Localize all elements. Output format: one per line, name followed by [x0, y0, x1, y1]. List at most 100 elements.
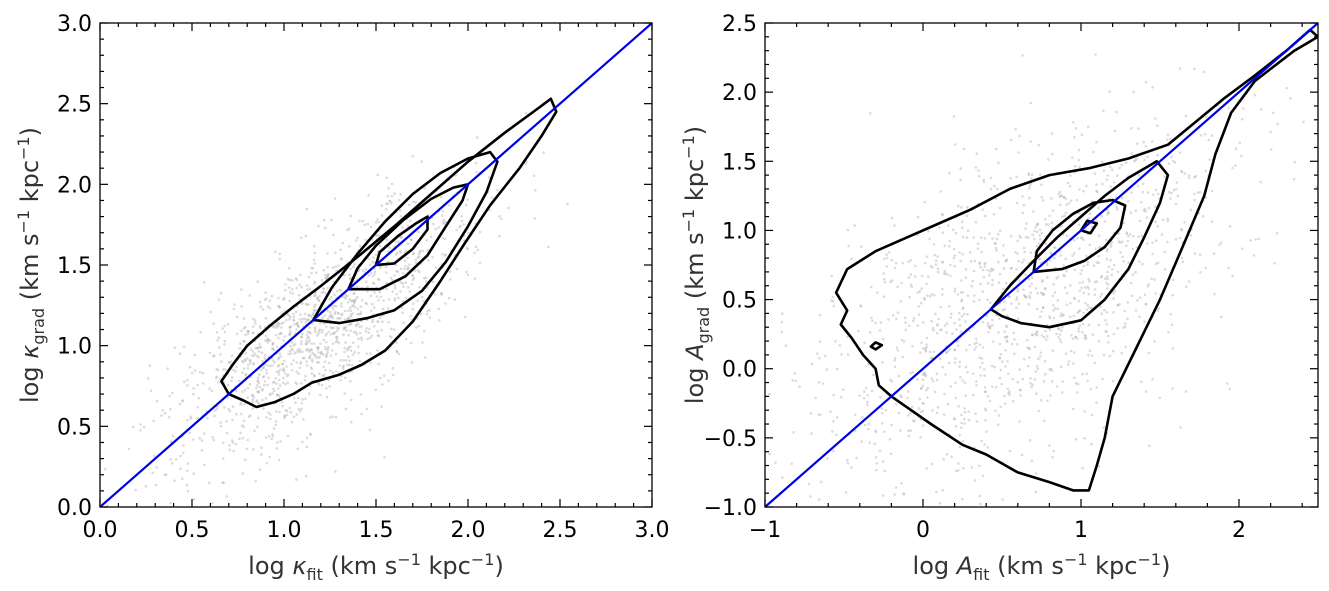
scatter-point: [359, 310, 363, 314]
scatter-point: [883, 278, 886, 281]
scatter-point: [393, 284, 397, 287]
scatter-point: [276, 393, 279, 397]
scatter-point: [945, 351, 948, 355]
scatter-point: [244, 333, 247, 337]
scatter-point: [1289, 97, 1292, 100]
scatter-point: [925, 282, 928, 286]
scatter-point: [347, 300, 350, 304]
scatter-point: [264, 339, 267, 342]
scatter-point: [351, 299, 354, 303]
scatter-point: [394, 240, 398, 244]
scatter-point: [270, 347, 274, 350]
scatter-point: [294, 351, 298, 354]
scatter-point: [832, 304, 835, 308]
scatter-point: [221, 441, 225, 445]
scatter-point: [300, 335, 304, 339]
scatter-point: [286, 434, 290, 438]
scatter-point: [1095, 189, 1098, 192]
scatter-point: [328, 314, 332, 318]
scatter-point: [268, 455, 272, 459]
scatter-point: [271, 433, 274, 436]
scatter-point: [1071, 254, 1074, 257]
scatter-point: [264, 297, 268, 300]
scatter-point: [1095, 190, 1099, 194]
scatter-point: [242, 361, 245, 364]
scatter-point: [268, 307, 272, 310]
scatter-point: [878, 329, 882, 332]
scatter-point: [242, 419, 246, 423]
scatter-point: [433, 293, 437, 296]
scatter-point: [346, 228, 349, 232]
scatter-point: [979, 374, 982, 377]
scatter-point: [992, 213, 996, 216]
scatter-point: [912, 419, 915, 422]
scatter-point: [995, 147, 998, 151]
y-tick-label: 0.5: [722, 289, 757, 314]
scatter-point: [1121, 255, 1124, 259]
scatter-point: [228, 409, 232, 413]
scatter-point: [221, 327, 224, 330]
scatter-point: [1066, 363, 1070, 366]
scatter-point: [253, 319, 257, 322]
scatter-point: [895, 317, 898, 321]
scatter-point: [209, 310, 212, 314]
scatter-point: [376, 233, 379, 237]
scatter-point: [192, 387, 196, 390]
scatter-point: [1144, 210, 1147, 213]
scatter-point: [1061, 215, 1064, 218]
x-tick-label: 0.5: [175, 518, 210, 543]
scatter-point: [215, 407, 219, 411]
scatter-point: [807, 482, 811, 486]
scatter-point: [816, 352, 819, 355]
scatter-point: [339, 257, 343, 260]
scatter-point: [1116, 303, 1120, 307]
scatter-point: [444, 253, 447, 256]
scatter-point: [1134, 270, 1137, 274]
scatter-point: [315, 334, 319, 337]
scatter-point: [223, 339, 227, 343]
scatter-point: [230, 439, 234, 442]
scatter-point: [1048, 316, 1052, 320]
scatter-point: [1092, 150, 1095, 154]
scatter-point: [475, 171, 478, 174]
contour-level-4: [374, 215, 429, 267]
scatter-point: [974, 337, 978, 341]
scatter-point: [935, 372, 939, 376]
scatter-point: [1033, 332, 1037, 336]
scatter-point: [933, 293, 936, 297]
scatter-point: [1072, 252, 1076, 255]
scatter-point: [244, 325, 247, 329]
scatter-point: [277, 305, 281, 309]
scatter-point: [1037, 409, 1041, 413]
scatter-point: [298, 318, 302, 321]
scatter-point: [306, 347, 309, 351]
scatter-point: [319, 342, 322, 346]
scatter-point: [263, 380, 267, 383]
scatter-point: [290, 347, 294, 351]
scatter-point: [332, 332, 335, 335]
scatter-point: [1063, 274, 1066, 278]
scatter-point: [324, 346, 327, 349]
scatter-point: [794, 379, 798, 383]
scatter-point: [893, 266, 897, 270]
scatter-point: [972, 269, 976, 273]
scatter-point: [441, 252, 444, 256]
scatter-point: [1127, 235, 1130, 238]
scatter-point: [289, 326, 292, 329]
scatter-point: [1130, 127, 1133, 130]
scatter-point: [1029, 377, 1032, 380]
scatter-point: [476, 248, 480, 252]
scatter-point: [966, 313, 969, 316]
scatter-point: [998, 357, 1001, 360]
scatter-point: [1051, 152, 1054, 156]
scatter-point: [400, 306, 404, 310]
scatter-point: [1174, 238, 1178, 241]
scatter-point: [312, 308, 316, 312]
scatter-point: [1043, 287, 1047, 291]
scatter-point: [970, 284, 973, 288]
scatter-point: [1037, 357, 1040, 361]
scatter-point: [1163, 175, 1166, 178]
scatter-point: [292, 315, 296, 319]
scatter-point: [226, 383, 230, 387]
